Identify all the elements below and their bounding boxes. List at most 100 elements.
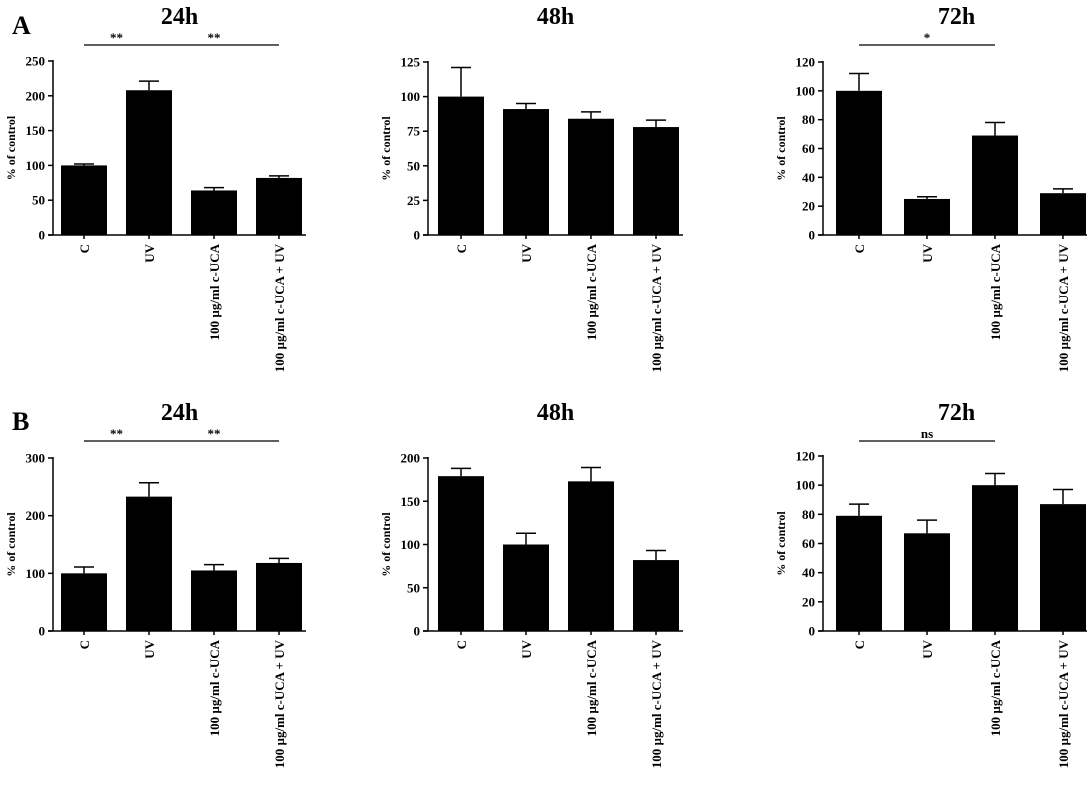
bar [1040, 504, 1086, 631]
y-tick-label: 250 [26, 54, 46, 69]
chart-title: 24h [161, 4, 198, 30]
bar [972, 485, 1018, 631]
chart-b-72h: 72h % of control 0 20 40 60 80 100 120 C UV 100 µg/… [774, 400, 1087, 768]
category-label: C [852, 244, 867, 253]
category-label: 100 µg/ml c-UCA + UV [1056, 639, 1071, 768]
y-tick-label: 200 [401, 451, 421, 466]
category-label: UV [519, 639, 534, 658]
y-tick-label: 25 [407, 193, 421, 208]
bar [191, 190, 237, 235]
y-tick-label: 20 [802, 199, 815, 214]
bar [1040, 193, 1086, 235]
category-label: C [77, 640, 92, 649]
y-axis-label: % of control [4, 115, 18, 180]
y-tick-label: 100 [796, 83, 816, 98]
bar [836, 90, 882, 235]
bar [256, 177, 302, 235]
chart-title: 48h [537, 4, 574, 30]
y-tick-label: 0 [39, 624, 46, 639]
y-tick-label: 20 [802, 594, 815, 609]
category-label: UV [142, 639, 157, 658]
y-tick-label: 40 [802, 565, 815, 580]
category-label: 100 µg/ml c-UCA + UV [649, 243, 664, 372]
significance-label: ns [921, 426, 933, 441]
category-label: C [454, 244, 469, 253]
bar [126, 90, 172, 236]
category-label: UV [920, 639, 935, 658]
panel-label-a: A [12, 11, 31, 40]
category-label: UV [519, 243, 534, 262]
y-tick-label: 150 [26, 123, 46, 138]
y-tick-label: 0 [39, 228, 46, 243]
y-tick-label: 60 [802, 536, 815, 551]
bar [126, 496, 172, 631]
y-tick-label: 0 [414, 624, 421, 639]
y-tick-label: 100 [26, 158, 46, 173]
y-tick-label: 100 [401, 537, 421, 552]
y-tick-label: 120 [796, 449, 816, 464]
y-tick-label: 0 [809, 228, 816, 243]
bar [503, 544, 549, 631]
y-tick-label: 125 [401, 55, 421, 70]
y-axis-label: % of control [379, 512, 393, 577]
category-label: 100 µg/ml c-UCA [988, 243, 1003, 340]
category-label: 100 µg/ml c-UCA + UV [272, 639, 287, 768]
y-axis-label: % of control [774, 511, 788, 576]
y-tick-label: 40 [802, 170, 815, 185]
chart-a-24h: 24h % of control 0 50 100 150 200 250 C UV 100 µg/… [4, 4, 306, 372]
bar [256, 562, 302, 631]
bar [836, 515, 882, 631]
y-tick-label: 100 [26, 566, 46, 581]
y-tick-label: 50 [407, 580, 420, 595]
y-tick-label: 200 [26, 508, 46, 523]
y-axis-label: % of control [379, 116, 393, 181]
y-tick-label: 100 [796, 478, 816, 493]
chart-title: 48h [537, 400, 574, 426]
y-tick-label: 50 [32, 193, 45, 208]
y-tick-label: 0 [414, 228, 421, 243]
bar [568, 118, 614, 235]
category-label: 100 µg/ml c-UCA + UV [1056, 243, 1071, 372]
y-axis-label: % of control [4, 512, 18, 577]
y-tick-label: 0 [809, 624, 816, 639]
significance-label: ** [208, 426, 221, 441]
chart-a-48h: 48h % of control 0 25 50 75 100 125 C UV 100 µg/ml… [379, 4, 683, 372]
category-label: 100 µg/ml c-UCA [584, 639, 599, 736]
y-tick-label: 200 [26, 88, 46, 103]
y-tick-label: 150 [401, 494, 421, 509]
bar [904, 533, 950, 631]
panel-label-b: B [12, 407, 29, 436]
significance-label: ** [110, 30, 123, 45]
y-tick-label: 100 [401, 89, 421, 104]
category-label: 100 µg/ml c-UCA [207, 243, 222, 340]
bar [633, 560, 679, 631]
bar [972, 135, 1018, 235]
category-label: 100 µg/ml c-UCA [207, 639, 222, 736]
bar [61, 573, 107, 631]
y-axis-label: % of control [774, 116, 788, 181]
y-tick-label: 80 [802, 507, 815, 522]
category-label: UV [920, 243, 935, 262]
category-label: C [454, 640, 469, 649]
chart-title: 72h [938, 400, 975, 426]
category-label: UV [142, 243, 157, 262]
bar [438, 96, 484, 235]
category-label: 100 µg/ml c-UCA [584, 243, 599, 340]
bar [191, 570, 237, 631]
y-tick-label: 300 [26, 451, 46, 466]
bar [568, 481, 614, 631]
bar [61, 165, 107, 235]
y-tick-label: 60 [802, 141, 815, 156]
significance-label: ** [110, 426, 123, 441]
category-label: 100 µg/ml c-UCA + UV [272, 243, 287, 372]
category-label: C [852, 640, 867, 649]
y-tick-label: 50 [407, 158, 420, 173]
bar [503, 109, 549, 235]
bar [904, 198, 950, 235]
category-label: 100 µg/ml c-UCA [988, 639, 1003, 736]
y-tick-label: 75 [407, 124, 421, 139]
chart-a-72h: 72h % of control 0 20 40 60 80 100 120 C UV 100 µg/… [774, 4, 1087, 372]
bar [633, 127, 679, 235]
